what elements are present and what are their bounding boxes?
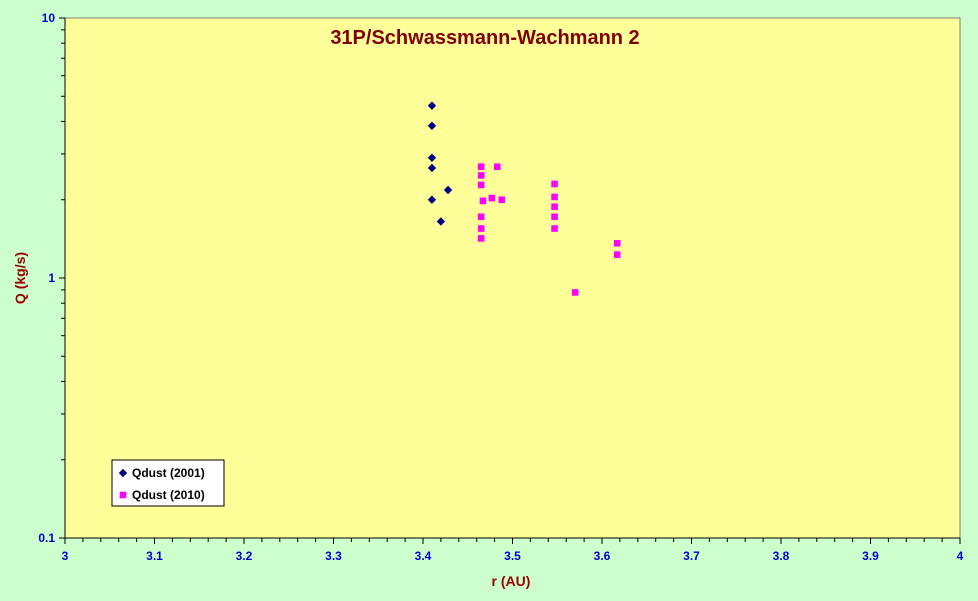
legend-marker <box>119 491 127 499</box>
y-axis-title: Q (kg/s) <box>12 252 28 304</box>
series-layer <box>427 101 621 296</box>
data-point <box>488 194 496 202</box>
x-tick-label: 3.1 <box>146 549 163 563</box>
series-1 <box>427 101 453 226</box>
data-point <box>571 289 579 296</box>
y-axis: 0.1 1 10 <box>38 11 66 545</box>
x-tick-label: 3.5 <box>504 549 521 563</box>
chart-title: 31P/Schwassmann-Wachmann 2 <box>330 27 639 49</box>
data-point <box>551 193 558 201</box>
data-point <box>477 163 485 170</box>
data-point <box>436 217 446 226</box>
data-point <box>479 197 487 205</box>
data-point <box>427 121 437 130</box>
plot-area <box>64 17 961 539</box>
data-point <box>551 180 558 188</box>
data-point <box>427 101 437 110</box>
legend-marker <box>118 468 128 478</box>
x-axis: 3 3.1 3.2 3.3 3.4 3.5 3.6 3.7 3.8 3.9 4 <box>62 537 964 563</box>
x-tick-label: 3 <box>62 549 69 563</box>
data-point <box>477 235 485 242</box>
data-point <box>551 213 558 221</box>
legend-label: Qdust (2001) <box>132 466 205 480</box>
data-point <box>477 225 485 232</box>
x-tick-label: 4 <box>957 549 964 563</box>
x-tick-label: 3.3 <box>325 549 342 563</box>
data-point <box>551 203 558 211</box>
data-point <box>427 163 437 173</box>
legend-label: Qdust (2010) <box>132 488 205 502</box>
data-point <box>477 172 485 179</box>
x-tick-label: 3.7 <box>683 549 700 563</box>
series-2 <box>477 163 621 296</box>
data-point <box>477 181 485 189</box>
data-point <box>613 239 621 247</box>
data-point <box>477 213 485 221</box>
x-tick-label: 3.2 <box>236 549 253 563</box>
y-tick-label: 0.1 <box>38 531 55 545</box>
legend: Qdust (2001) Qdust (2010) <box>111 459 225 507</box>
x-tick-label: 3.6 <box>594 549 611 563</box>
data-point <box>427 153 437 162</box>
data-point <box>443 185 453 195</box>
legend-items: Qdust (2001) Qdust (2010) <box>118 466 205 502</box>
data-point <box>493 163 501 170</box>
data-point <box>427 195 437 204</box>
data-point <box>613 251 621 258</box>
data-point <box>498 196 506 204</box>
x-tick-label: 3.8 <box>773 549 790 563</box>
x-tick-label: 3.4 <box>415 549 432 563</box>
x-axis-title: r (AU) <box>492 573 531 589</box>
y-tick-label: 1 <box>48 271 55 285</box>
y-tick-label: 10 <box>42 11 56 25</box>
x-tick-label: 3.9 <box>862 549 879 563</box>
data-point <box>551 225 558 232</box>
legend-box <box>111 459 225 507</box>
